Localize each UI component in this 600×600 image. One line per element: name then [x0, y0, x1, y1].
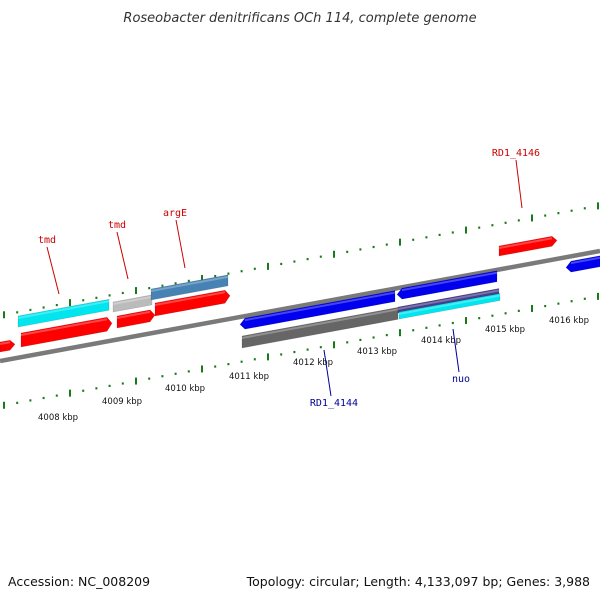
- gene-tmd-2-highlight: [117, 310, 150, 319]
- gene-red-edge: [0, 339, 16, 353]
- gene-label: nuo: [452, 374, 470, 385]
- gene-tmd-1: [20, 316, 113, 348]
- gene-blue-forward-edge-highlight: [571, 256, 600, 265]
- gene-rd1-4144-highlight: [242, 308, 398, 339]
- gene-rd1-4144: [241, 307, 399, 349]
- gene-tmd-2: [116, 309, 156, 329]
- kbp-label: 4016 kbp: [549, 316, 589, 326]
- gene-steelblue-forward: [150, 274, 229, 301]
- gene-gray-forward-highlight: [113, 295, 152, 305]
- gene-arge: [154, 289, 231, 317]
- gene-label-leader: [323, 349, 332, 397]
- kbp-label: 4013 kbp: [357, 347, 397, 357]
- gene-blue-forward-highlight: [402, 271, 497, 292]
- kbp-label: 4009 kbp: [102, 397, 142, 407]
- gene-label-leader: [515, 159, 523, 209]
- gene-label: tmd: [38, 235, 56, 246]
- gene-labels: tmd tmd argE RD1_4146 RD1_4144 nuo: [38, 148, 540, 409]
- kbp-label: 4014 kbp: [421, 336, 461, 346]
- gene-rd1-4146-highlight: [499, 237, 552, 249]
- kbp-label: 4010 kbp: [165, 384, 205, 394]
- kbp-label: 4011 kbp: [229, 372, 269, 382]
- kbp-label: 4015 kbp: [485, 325, 525, 335]
- gene-arge-highlight: [155, 291, 225, 306]
- gene-label-leader: [175, 219, 186, 269]
- gene-features: [0, 235, 600, 353]
- gene-label: RD1_4144: [310, 398, 358, 409]
- gene-blue-forward: [396, 270, 498, 300]
- topology-text: Topology: circular; Length: 4,133,097 bp…: [246, 574, 590, 589]
- gene-cyan-forward: [17, 298, 110, 328]
- gene-label-leader: [452, 328, 460, 373]
- gene-nuo-highlight: [399, 294, 500, 315]
- gene-steelblue-forward-highlight: [151, 275, 228, 292]
- gene-tmd-1-highlight: [21, 318, 107, 336]
- gene-cyan-forward-highlight: [18, 300, 109, 319]
- kbp-label: 4008 kbp: [38, 413, 78, 423]
- gene-nuo: [398, 293, 501, 320]
- gene-gray-forward: [112, 294, 153, 313]
- gene-blue-forward-edge: [565, 255, 600, 273]
- genome-backbone: [0, 248, 600, 364]
- gene-label-leader: [46, 246, 60, 295]
- gene-slate-reverse-highlight: [398, 289, 499, 310]
- map-title: Roseobacter denitrificans OCh 114, compl…: [123, 11, 476, 26]
- gene-label: tmd: [108, 220, 126, 231]
- gene-red-edge-highlight: [0, 341, 10, 345]
- gene-rd1-4146: [498, 235, 558, 257]
- accession-text: Accession: NC_008209: [8, 574, 150, 589]
- gene-label-leader: [116, 231, 129, 280]
- lower-tick-track: [3, 292, 599, 409]
- upper-tick-track: [3, 202, 599, 319]
- gene-label: argE: [163, 208, 187, 219]
- kbp-label: 4012 kbp: [293, 358, 333, 368]
- gene-blue-reverse-highlight: [245, 291, 395, 322]
- gene-blue-reverse: [239, 290, 396, 330]
- position-labels: 4008 kbp 4009 kbp 4010 kbp 4011 kbp 4012 kbp…: [38, 316, 589, 423]
- gene-label: RD1_4146: [492, 148, 540, 159]
